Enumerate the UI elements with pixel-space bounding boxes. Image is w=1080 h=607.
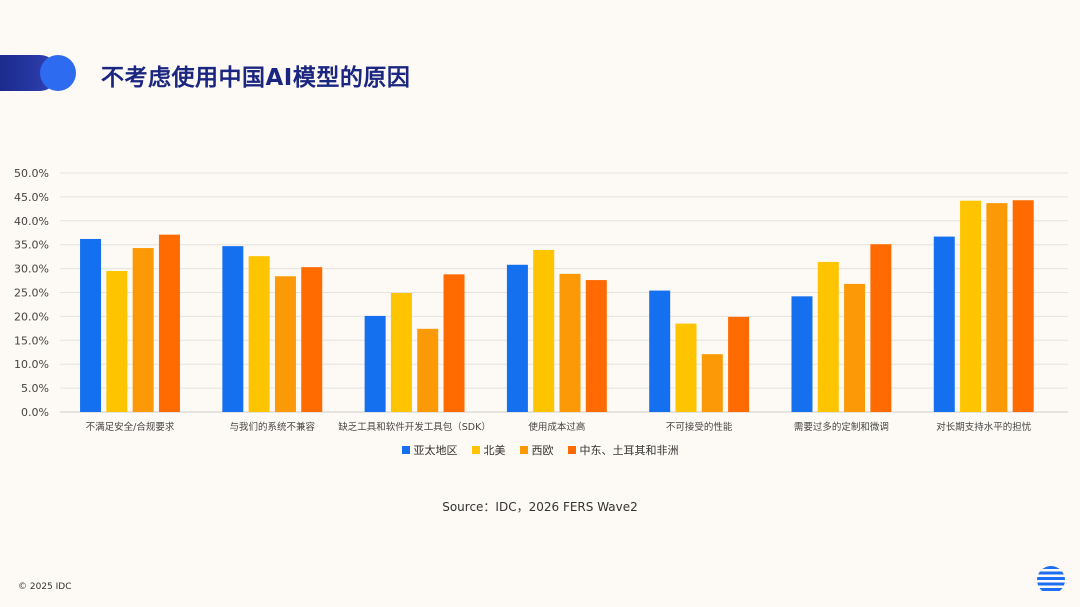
legend-item: 亚太地区: [401, 442, 458, 458]
bar: [675, 323, 697, 412]
bar: [506, 264, 528, 412]
x-tick-label: 需要过多的定制和微调: [794, 421, 889, 433]
bar: [728, 316, 750, 412]
legend-item: 西欧: [519, 442, 554, 458]
bar: [1012, 200, 1034, 412]
bar: [844, 283, 866, 412]
chart-area: 0.0% 5.0% 10.0% 15.0% 20.0% 25.0% 30.0% 35.0% 40…: [0, 160, 1080, 470]
y-tick-label: 45.0%: [14, 191, 49, 204]
title-accent-dot: [40, 55, 76, 91]
legend-label: 北美: [483, 444, 506, 457]
bar: [649, 290, 671, 412]
bar: [132, 248, 154, 412]
y-tick-label: 5.0%: [21, 382, 49, 395]
bar: [817, 261, 839, 412]
bar: [158, 234, 180, 412]
y-tick-label: 0.0%: [21, 406, 49, 419]
legend-item: 中东、土耳其和非洲: [567, 442, 679, 458]
x-tick-label: 对长期支持水平的担忧: [936, 421, 1032, 433]
legend-label: 中东、土耳其和非洲: [579, 444, 679, 457]
x-tick-label: 与我们的系统不兼容: [230, 421, 316, 433]
x-tick-label: 使用成本过高: [528, 421, 585, 433]
bar: [248, 256, 270, 412]
y-tick-label: 35.0%: [14, 239, 49, 252]
legend-swatch: [567, 446, 576, 454]
bar: [986, 203, 1008, 412]
bar: [933, 236, 955, 412]
bar-chart: 0.0% 5.0% 10.0% 15.0% 20.0% 25.0% 30.0% 35.0% 40…: [14, 167, 1068, 433]
bar: [960, 200, 982, 412]
bar: [301, 267, 323, 412]
bar: [364, 315, 386, 412]
bar: [559, 273, 581, 412]
page-title: 不考虑使用中国AI模型的原因: [101, 65, 411, 91]
x-tick-label: 不满足安全/合规要求: [86, 421, 175, 433]
bar: [443, 274, 465, 412]
chart-legend: 亚太地区 北美 西欧 中东、土耳其和非洲: [0, 442, 1080, 458]
title-accent-bar: [0, 55, 76, 91]
bar: [870, 244, 892, 412]
bar: [106, 270, 128, 412]
bar: [390, 292, 412, 412]
y-tick-label: 40.0%: [14, 215, 49, 228]
bar: [701, 354, 723, 412]
bar: [80, 238, 102, 412]
idc-globe-icon: [1037, 566, 1065, 591]
x-tick-label: 不可接受的性能: [666, 421, 733, 433]
bar: [585, 280, 607, 412]
legend-swatch: [519, 446, 528, 454]
source-note: Source：IDC，2026 FERS Wave2: [442, 500, 638, 514]
legend-label: 西欧: [531, 444, 554, 457]
y-tick-label: 50.0%: [14, 167, 49, 180]
legend-item: 北美: [471, 442, 506, 458]
y-tick-label: 20.0%: [14, 310, 49, 323]
legend-swatch: [471, 446, 480, 454]
legend-label: 亚太地区: [413, 444, 458, 457]
copyright-text: © 2025 IDC: [18, 582, 72, 592]
y-tick-label: 15.0%: [14, 334, 49, 347]
y-tick-label: 25.0%: [14, 287, 49, 300]
bar: [791, 296, 813, 412]
x-tick-label: 缺乏工具和软件开发工具包（SDK）: [338, 421, 491, 433]
y-tick-label: 10.0%: [14, 358, 49, 371]
bar: [533, 249, 555, 412]
bar: [222, 246, 244, 412]
bar: [417, 328, 439, 412]
y-tick-label: 30.0%: [14, 263, 49, 276]
bar: [274, 276, 296, 412]
legend-swatch: [401, 446, 410, 454]
